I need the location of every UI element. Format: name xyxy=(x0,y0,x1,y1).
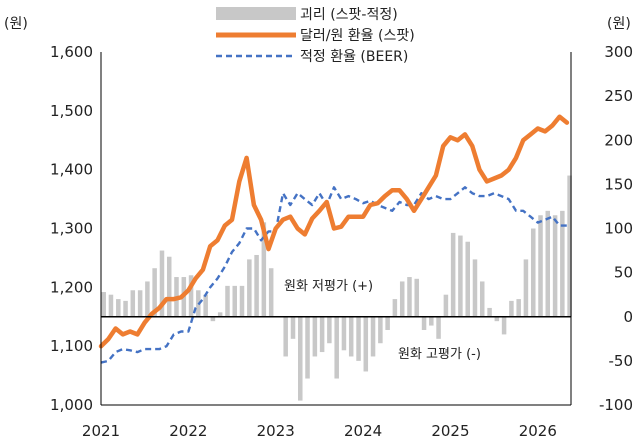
gap-bar xyxy=(108,294,114,317)
gap-bar xyxy=(501,316,507,335)
gap-bar xyxy=(560,210,565,317)
gap-bar xyxy=(399,281,405,317)
gap-bar xyxy=(166,256,172,317)
gap-bar xyxy=(217,312,223,317)
right-tick-label: 100 xyxy=(604,220,633,238)
x-tick-label: 2023 xyxy=(257,422,295,440)
gap-bar xyxy=(458,235,463,317)
gap-bar xyxy=(319,316,325,353)
gap-bar xyxy=(188,275,194,317)
gap-bar xyxy=(479,281,485,317)
x-tick-label: 2021 xyxy=(82,422,120,440)
left-tick-label: 1,600 xyxy=(50,43,93,61)
gap-bar xyxy=(523,259,529,317)
gap-bar xyxy=(494,316,500,322)
gap-bar xyxy=(290,316,296,339)
gap-bar xyxy=(232,285,238,317)
gap-bar xyxy=(239,285,245,317)
x-tick-label: 2025 xyxy=(431,422,469,440)
gap-bar xyxy=(378,316,383,344)
gap-bar xyxy=(567,175,572,317)
beer-rate-line xyxy=(100,186,567,364)
gap-bar xyxy=(312,316,318,357)
gap-bar xyxy=(203,294,208,317)
right-tick-label: -100 xyxy=(599,396,633,414)
gap-bar xyxy=(545,210,551,317)
right-tick-label: -50 xyxy=(609,352,634,370)
gap-bar xyxy=(261,222,267,317)
gap-bar xyxy=(341,316,347,351)
gap-bar xyxy=(421,316,427,330)
gap-bar xyxy=(137,290,143,317)
gap-bar xyxy=(101,292,106,317)
gap-bar xyxy=(465,241,470,317)
gap-bar xyxy=(247,259,252,317)
right-tick-label: 150 xyxy=(604,175,633,193)
x-tick-label: 2022 xyxy=(169,422,207,440)
legend-bar-swatch xyxy=(216,7,296,20)
gap-bar xyxy=(254,254,259,317)
gap-bar xyxy=(414,278,419,317)
annotation-overvalued: 원화 고평가 (-) xyxy=(398,347,481,362)
gap-bar xyxy=(385,316,390,330)
gap-bar xyxy=(392,299,398,317)
right-tick-label: 200 xyxy=(604,131,633,149)
gap-bar xyxy=(116,299,121,317)
legend-label-gap: 괴리 (스팟-적정) xyxy=(300,7,398,23)
gap-bar xyxy=(450,232,456,317)
right-tick-label: 250 xyxy=(604,87,633,105)
left-tick-label: 1,400 xyxy=(50,161,93,179)
gap-bar xyxy=(443,294,449,317)
gap-bar xyxy=(130,290,136,317)
legend: 괴리 (스팟-적정) 달러/원 환율 (스팟) 적정 환율 (BEER) xyxy=(216,7,415,65)
gap-bar xyxy=(334,316,339,379)
gap-bar xyxy=(538,215,543,317)
gap-bar xyxy=(531,228,536,317)
legend-label-spot: 달러/원 환율 (스팟) xyxy=(300,28,415,44)
left-unit-label: (원) xyxy=(4,16,28,32)
gap-bar xyxy=(327,316,332,344)
gap-bar xyxy=(305,316,310,379)
x-tick-label: 2026 xyxy=(519,422,557,440)
left-tick-label: 1,300 xyxy=(50,220,93,238)
gap-bar xyxy=(283,316,288,357)
gap-bar xyxy=(152,268,157,317)
gap-bar xyxy=(436,316,441,339)
legend-label-beer: 적정 환율 (BEER) xyxy=(300,49,408,65)
gap-bar xyxy=(298,316,303,401)
annotation-undervalued: 원화 저평가 (+) xyxy=(284,279,373,294)
left-tick-label: 1,500 xyxy=(50,102,93,120)
gap-bar xyxy=(509,300,514,317)
left-tick-label: 1,100 xyxy=(50,337,93,355)
left-tick-label: 1,200 xyxy=(50,278,93,296)
gap-bar xyxy=(487,307,492,317)
gap-bar xyxy=(210,316,216,322)
left-tick-label: 1,000 xyxy=(50,396,93,414)
gap-bar xyxy=(145,281,150,317)
gap-bar xyxy=(552,215,558,317)
gap-bar xyxy=(370,316,376,357)
gap-bar xyxy=(356,316,361,361)
gap-bar xyxy=(472,259,478,317)
gap-bar xyxy=(363,316,369,372)
gap-bar xyxy=(348,316,354,357)
gap-bar xyxy=(225,285,230,317)
gap-bar xyxy=(407,277,412,317)
right-tick-label: 50 xyxy=(614,264,633,282)
right-unit-label: (원) xyxy=(607,16,631,32)
gap-bar xyxy=(429,316,434,326)
gap-bar xyxy=(516,299,521,317)
gap-bar xyxy=(159,250,165,317)
x-tick-label: 2024 xyxy=(344,422,382,440)
gap-bar xyxy=(268,268,274,317)
gap-bar xyxy=(123,300,128,317)
right-tick-label: 300 xyxy=(604,43,633,61)
spot-rate-line xyxy=(98,114,570,349)
right-tick-label: 0 xyxy=(623,308,633,326)
